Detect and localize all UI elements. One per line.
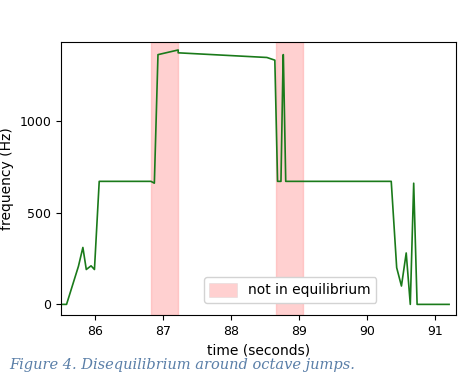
Bar	[275, 42, 303, 315]
Legend: not in equilibrium: not in equilibrium	[204, 277, 376, 303]
Text: Figure 4. Disequilibrium around octave jumps.: Figure 4. Disequilibrium around octave j…	[9, 358, 355, 372]
X-axis label: time (seconds): time (seconds)	[207, 344, 310, 358]
Y-axis label: frequency (Hz): frequency (Hz)	[0, 127, 14, 230]
Bar	[151, 42, 178, 315]
